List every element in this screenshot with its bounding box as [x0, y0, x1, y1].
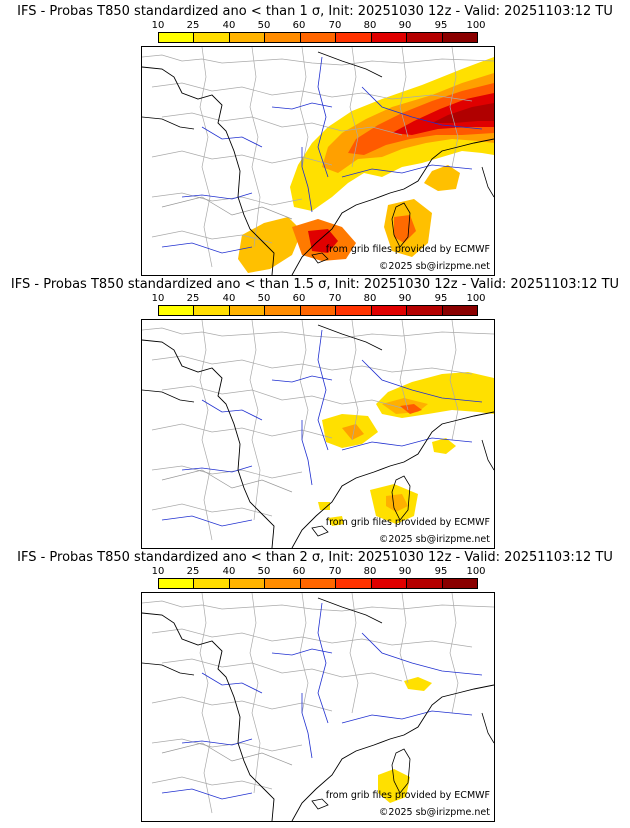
- legend-tick: 50: [257, 20, 271, 31]
- legend-tick: 80: [363, 566, 377, 577]
- legend-tick: 50: [257, 566, 271, 577]
- legend-tick: 90: [398, 293, 412, 304]
- legend-tick: 25: [186, 20, 200, 31]
- data-source-credit: from grib files provided by ECMWF: [325, 244, 490, 255]
- legend-swatch: [300, 579, 337, 588]
- legend-tick: 10: [151, 566, 165, 577]
- legend-swatch: [229, 579, 266, 588]
- legend-swatch: [336, 579, 372, 588]
- probability-field: [378, 677, 432, 803]
- probability-map: from grib files provided by ECMWF ©2025 …: [141, 592, 495, 822]
- color-legend: [158, 578, 478, 589]
- legend-swatch: [300, 33, 337, 42]
- copyright-credit: ©2025 sb@irizpme.net: [378, 261, 490, 272]
- legend-swatch: [442, 306, 477, 315]
- legend-swatch: [194, 306, 230, 315]
- legend-ticks: 10 25 40 50 60 70 80 90 95 100: [152, 293, 486, 304]
- legend-swatch: [442, 33, 477, 42]
- legend-swatch: [300, 306, 337, 315]
- legend-tick: 10: [151, 293, 165, 304]
- legend-swatch: [159, 33, 195, 42]
- legend-tick: 40: [222, 293, 236, 304]
- legend-tick: 25: [186, 566, 200, 577]
- legend-tick: 95: [434, 293, 448, 304]
- legend-swatch: [371, 579, 408, 588]
- legend-tick: 60: [292, 293, 306, 304]
- copyright-credit: ©2025 sb@irizpme.net: [378, 534, 490, 545]
- probability-field: [238, 57, 494, 273]
- legend-tick: 70: [328, 566, 342, 577]
- legend-swatch: [265, 579, 301, 588]
- legend-swatch: [194, 33, 230, 42]
- legend-tick: 95: [434, 20, 448, 31]
- legend-tick: 80: [363, 293, 377, 304]
- copyright-credit: ©2025 sb@irizpme.net: [378, 807, 490, 818]
- legend-tick: 70: [328, 20, 342, 31]
- legend-tick: 40: [222, 566, 236, 577]
- probability-map: from grib files provided by ECMWF ©2025 …: [141, 319, 495, 549]
- legend-swatch: [229, 306, 266, 315]
- map-panel: IFS - Probas T850 standardized ano < tha…: [0, 4, 630, 276]
- map-panel: IFS - Probas T850 standardized ano < tha…: [0, 277, 630, 549]
- legend-tick: 100: [466, 566, 486, 577]
- legend-tick: 25: [186, 293, 200, 304]
- legend-swatch: [371, 33, 408, 42]
- legend-swatch: [442, 579, 477, 588]
- panel-title: IFS - Probas T850 standardized ano < tha…: [17, 4, 613, 19]
- legend-tick: 80: [363, 20, 377, 31]
- legend-swatch: [194, 579, 230, 588]
- legend-swatch: [407, 306, 443, 315]
- legend-swatch: [159, 306, 195, 315]
- legend-tick: 10: [151, 20, 165, 31]
- panel-title: IFS - Probas T850 standardized ano < tha…: [10, 277, 620, 292]
- legend-tick: 90: [398, 566, 412, 577]
- legend-swatch: [265, 33, 301, 42]
- legend-swatch: [336, 33, 372, 42]
- color-legend: [158, 305, 478, 316]
- legend-swatch: [229, 33, 266, 42]
- probability-field: [318, 372, 494, 526]
- legend-swatch: [407, 33, 443, 42]
- legend-tick: 95: [434, 566, 448, 577]
- legend-swatch: [159, 579, 195, 588]
- color-legend: [158, 32, 478, 43]
- legend-tick: 70: [328, 293, 342, 304]
- legend-ticks: 10 25 40 50 60 70 80 90 95 100: [152, 20, 486, 31]
- legend-swatch: [336, 306, 372, 315]
- legend-swatch: [407, 579, 443, 588]
- probability-map: from grib files provided by ECMWF ©2025 …: [141, 46, 495, 276]
- data-source-credit: from grib files provided by ECMWF: [325, 790, 490, 801]
- legend-tick: 100: [466, 293, 486, 304]
- legend-swatch: [265, 306, 301, 315]
- panel-title: IFS - Probas T850 standardized ano < tha…: [17, 550, 613, 565]
- data-source-credit: from grib files provided by ECMWF: [325, 517, 490, 528]
- legend-tick: 90: [398, 20, 412, 31]
- legend-tick: 40: [222, 20, 236, 31]
- map-panel: IFS - Probas T850 standardized ano < tha…: [0, 550, 630, 822]
- legend-tick: 50: [257, 293, 271, 304]
- legend-ticks: 10 25 40 50 60 70 80 90 95 100: [152, 566, 486, 577]
- legend-tick: 100: [466, 20, 486, 31]
- legend-swatch: [371, 306, 408, 315]
- legend-tick: 60: [292, 566, 306, 577]
- legend-tick: 60: [292, 20, 306, 31]
